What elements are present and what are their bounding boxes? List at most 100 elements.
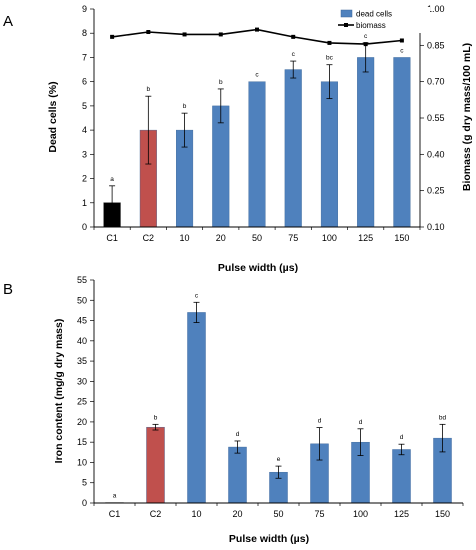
- biomass-point-8: [399, 38, 404, 43]
- y-tick-b-1: 5: [82, 478, 87, 488]
- y-axis-label-a: Dead cells (%): [47, 81, 59, 152]
- x-tick-b-4: 50: [273, 509, 283, 519]
- x-axis-label-b: Pulse width (µs): [229, 533, 309, 545]
- bars-a: [103, 57, 411, 228]
- sig-letter-a-2: b: [183, 103, 187, 110]
- sig-letter-a-6: bc: [326, 55, 334, 62]
- y2-axis-label-a: Biomass (g dry mass/100 mL): [461, 43, 473, 191]
- y-tick-b-0: 0: [82, 498, 87, 508]
- y2-tick-a-6: 1.00: [427, 4, 445, 14]
- biomass-point-1: [146, 30, 151, 35]
- x-tick-b-6: 100: [353, 509, 368, 519]
- y-tick-a-1: 1: [82, 198, 87, 208]
- bar-a-7: [357, 57, 375, 228]
- x-tick-a-1: C2: [143, 233, 155, 243]
- sig-letter-a-3: b: [219, 79, 223, 86]
- legend-swatch-dead-cells: [340, 9, 353, 18]
- x-tick-b-5: 75: [314, 509, 324, 519]
- biomass-point-5: [291, 34, 296, 39]
- biomass-point-0: [110, 34, 115, 39]
- y2-tick-a-0: 0.10: [427, 222, 445, 232]
- x-tick-a-8: 150: [394, 233, 409, 243]
- y2-tick-a-2: 0.40: [427, 149, 445, 159]
- y-tick-a-9: 9: [82, 4, 87, 14]
- bar-a-3: [212, 105, 230, 228]
- x-tick-a-5: 75: [288, 233, 298, 243]
- x-tick-a-0: C1: [106, 233, 118, 243]
- x-tick-b-8: 150: [435, 509, 450, 519]
- sig-letter-a-8: c: [400, 47, 404, 54]
- legend-label-dead-cells: dead cells: [356, 10, 392, 19]
- y-tick-a-8: 8: [82, 28, 87, 38]
- sig-letter-a-5: c: [292, 51, 296, 58]
- x-tick-a-4: 50: [252, 233, 262, 243]
- error-bars-b: [152, 301, 446, 479]
- sig-letter-a-7: c: [364, 33, 368, 40]
- biomass-point-2: [182, 32, 187, 37]
- sig-letter-a-4: c: [255, 72, 259, 79]
- biomass-point-6: [327, 40, 332, 45]
- y-tick-b-5: 25: [77, 397, 87, 407]
- y-tick-b-4: 20: [77, 417, 87, 427]
- bar-a-6: [320, 81, 338, 228]
- axes-a: [90, 8, 424, 230]
- sig-letter-b-0: a: [113, 493, 117, 500]
- y2-tick-a-4: 0.70: [427, 77, 445, 87]
- x-tick-b-0: C1: [109, 509, 121, 519]
- y-tick-b-2: 10: [77, 457, 87, 467]
- bar-a-8: [393, 57, 411, 228]
- legend-label-biomass: biomass: [356, 21, 386, 30]
- y2-tick-a-3: 0.55: [427, 113, 445, 123]
- error-bars-a: [109, 42, 369, 221]
- sig-letter-b-5: d: [318, 418, 322, 425]
- y-tick-b-9: 45: [77, 316, 87, 326]
- x-tick-a-3: 20: [216, 233, 226, 243]
- y2-tick-a-1: 0.25: [427, 186, 445, 196]
- y-ticks-b: 0 5 10 15 20 25 30 35 40 45 50 55: [77, 275, 87, 508]
- y-tick-a-4: 4: [82, 125, 87, 135]
- y-tick-b-3: 15: [77, 437, 87, 447]
- y2-ticks-a: 0.10 0.25 0.40 0.55 0.70 0.85 1.00: [427, 4, 445, 232]
- panel-b: B a b c d e d d d bd 0 5 10 15 20 25 30 35 40 45 50 55 C1 C2…: [3, 275, 464, 545]
- y-tick-b-7: 35: [77, 356, 87, 366]
- x-ticks-a: C1 C2 10 20 50 75 100 125 150: [106, 233, 409, 243]
- sig-letter-b-7: d: [400, 434, 404, 441]
- bar-b-7: [392, 449, 411, 504]
- x-tick-a-6: 100: [322, 233, 337, 243]
- biomass-point-4: [255, 27, 259, 32]
- bars-b: [105, 312, 452, 504]
- significance-letters-b: a b c d e d d d bd: [113, 292, 447, 499]
- legend-a: dead cells biomass: [336, 7, 430, 33]
- x-tick-a-2: 10: [180, 233, 190, 243]
- y-tick-a-6: 6: [82, 77, 87, 87]
- biomass-points: [110, 27, 404, 47]
- bar-b-2: [187, 312, 206, 504]
- sig-letter-a-1: b: [147, 86, 151, 93]
- biomass-point-3: [218, 32, 223, 37]
- panel-label-a: A: [3, 13, 13, 30]
- y-axis-label-b: Iron content (mg/g dry mass): [53, 319, 65, 464]
- sig-letter-b-8: bd: [439, 414, 447, 421]
- x-tick-b-7: 125: [394, 509, 409, 519]
- y-tick-a-2: 2: [82, 174, 87, 184]
- x-tick-b-1: C2: [150, 509, 162, 519]
- bar-b-3: [228, 446, 247, 504]
- sig-letter-b-4: e: [277, 456, 281, 463]
- sig-letter-b-3: d: [236, 431, 240, 438]
- y-tick-a-0: 0: [82, 222, 87, 232]
- sig-letter-b-6: d: [359, 419, 363, 426]
- y-tick-a-7: 7: [82, 52, 87, 62]
- sig-letter-b-2: c: [195, 292, 199, 299]
- x-axis-label-a: Pulse width (µs): [218, 262, 298, 274]
- y-tick-b-8: 40: [77, 336, 87, 346]
- y-tick-b-6: 30: [77, 376, 87, 386]
- biomass-point-7: [363, 42, 368, 47]
- x-tick-b-3: 20: [232, 509, 242, 519]
- y2-tick-a-5: 0.85: [427, 40, 445, 50]
- y-tick-b-11: 55: [77, 275, 87, 285]
- y-tick-a-3: 3: [82, 149, 87, 159]
- y-ticks-a: 0 1 2 3 4 5 6 7 8 9: [82, 4, 87, 232]
- axes-b: [90, 279, 464, 506]
